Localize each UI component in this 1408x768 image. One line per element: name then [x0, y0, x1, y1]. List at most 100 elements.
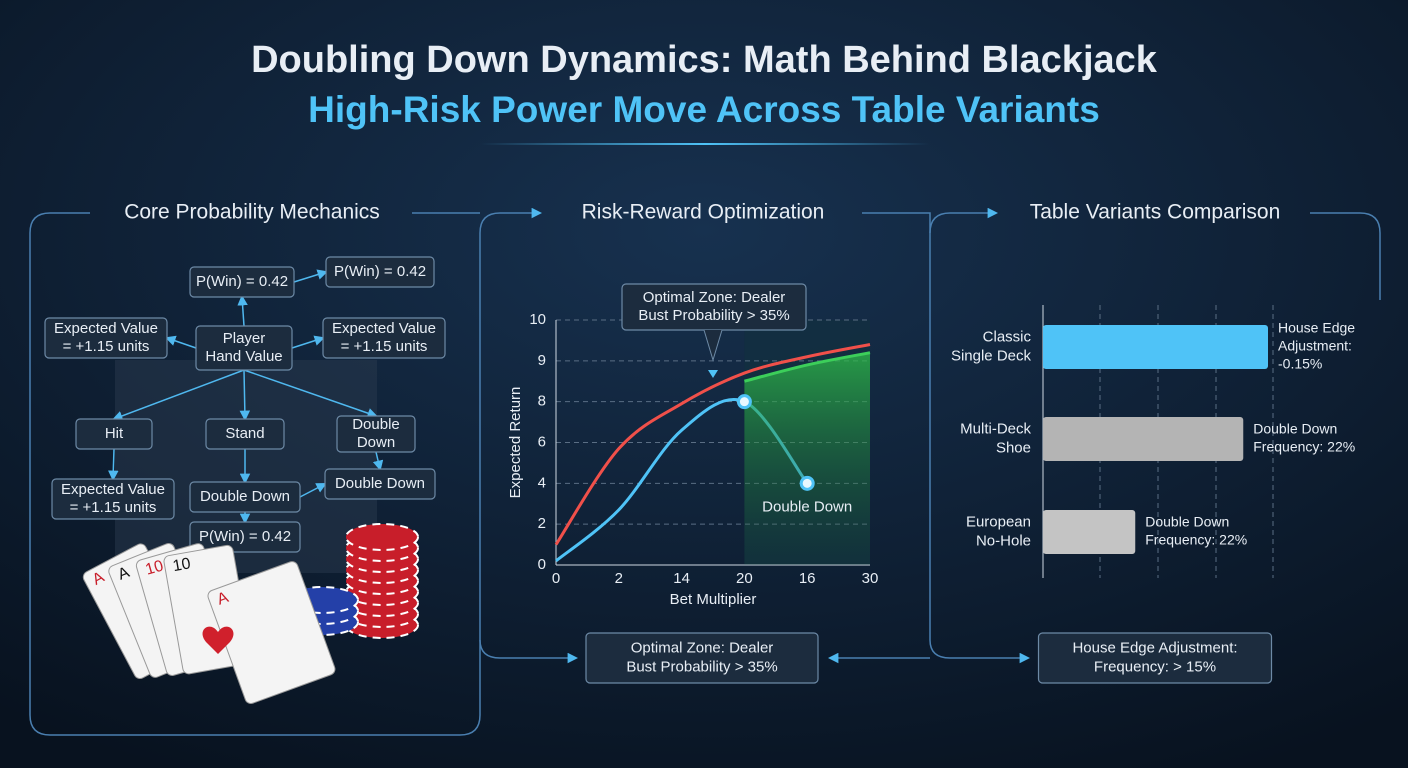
chip	[345, 523, 419, 551]
flow-node	[205, 418, 285, 450]
flow-node-label: Expected Value	[332, 320, 436, 337]
flow-node	[325, 256, 435, 288]
title: Doubling Down Dynamics: Math Behind Blac…	[251, 39, 1158, 81]
card: A	[207, 561, 336, 704]
flow-node-label: = +1.15 units	[70, 499, 157, 516]
flow-node	[51, 478, 175, 520]
category-label: Classic	[983, 328, 1032, 345]
footer-boxes: Optimal Zone: Dealer Bust Probability > 3…	[585, 632, 1273, 684]
category-label: Single Deck	[951, 347, 1032, 364]
callout-text: Optimal Zone: Dealer	[643, 289, 786, 306]
flow-edge	[237, 294, 248, 327]
bar-annotation: Double Down	[1253, 421, 1337, 437]
flow-node	[324, 468, 436, 500]
y-tick-label: 8	[538, 393, 546, 410]
x-tick-label: 2	[615, 570, 623, 587]
footer-text: Frequency: > 15%	[1094, 658, 1216, 675]
flow-node-label: Down	[357, 434, 395, 451]
bar-annotation: Frequency: 22%	[1145, 532, 1247, 548]
flow-edge	[243, 369, 378, 419]
y-tick-label: 0	[538, 556, 546, 573]
flow-node	[189, 266, 295, 298]
bar-annotation: House Edge	[1278, 320, 1355, 336]
flow-node-label: Expected Value	[54, 320, 158, 337]
x-tick-label: 0	[552, 570, 560, 587]
series-line	[554, 343, 871, 546]
footer-text: House Edge Adjustment:	[1072, 639, 1237, 656]
flow-node-label: = +1.15 units	[63, 338, 150, 355]
flow-edge	[112, 369, 245, 421]
bar	[1043, 510, 1136, 554]
flow-edge	[291, 335, 325, 349]
category-label: Multi-Deck	[960, 420, 1031, 437]
flow-node-label: P(Win) = 0.42	[334, 263, 426, 280]
card-rank: 10	[144, 558, 166, 579]
flow-edge	[239, 369, 251, 422]
flow-node	[336, 415, 416, 453]
callout-tip	[708, 370, 718, 378]
flow-node	[322, 317, 446, 359]
cards: A A 10 10A	[82, 543, 336, 704]
bar-chart: Classic Single Deck House Edge Adjustment: -…	[951, 305, 1355, 578]
x-tick-label: 14	[673, 570, 690, 587]
flow-edge	[299, 483, 327, 498]
flow-node-label: Player	[223, 330, 266, 347]
flow-node-label: = +1.15 units	[341, 338, 428, 355]
y-tick-label: 4	[538, 474, 546, 491]
bar	[1043, 325, 1268, 369]
y-tick-label: 9	[538, 352, 546, 369]
flow-node	[189, 481, 301, 513]
point-label: Double Down	[762, 498, 852, 515]
flow-node-label: Expected Value	[61, 481, 165, 498]
flow-node	[189, 521, 301, 553]
x-axis-label: Bet Multiplier	[670, 591, 757, 608]
series-line	[744, 351, 871, 383]
y-tick-label: 10	[529, 311, 546, 328]
panel-title: Core Probability Mechanics	[124, 201, 380, 224]
point	[736, 394, 752, 410]
bar-annotation: Frequency: 22%	[1253, 439, 1355, 455]
panel-title: Risk-Reward Optimization	[582, 201, 825, 224]
flow-node-label: P(Win) = 0.42	[196, 273, 288, 290]
bar-annotation: -0.15%	[1278, 356, 1322, 372]
callout-pointer	[703, 329, 723, 362]
title-glow	[480, 143, 930, 145]
card-rank: 10	[171, 555, 192, 575]
flow-edge	[293, 269, 329, 283]
footer-text: Bust Probability > 35%	[626, 658, 777, 675]
bar-annotation: Adjustment:	[1278, 338, 1352, 354]
point	[799, 475, 815, 491]
x-tick-label: 16	[799, 570, 816, 587]
y-tick-label: 6	[538, 433, 546, 450]
flow-node-label: Hand Value	[205, 348, 282, 365]
flow-node-label: P(Win) = 0.42	[199, 528, 291, 545]
bar	[1043, 417, 1244, 461]
x-tick-label: 20	[736, 570, 753, 587]
flow-node	[195, 325, 293, 371]
heart	[202, 626, 234, 654]
panel-frames	[29, 207, 1381, 736]
flow-edge	[165, 335, 197, 349]
flow-node-label: Double Down	[200, 488, 290, 505]
y-tick-label: 2	[538, 515, 546, 532]
subtitle: High-Risk Power Move Across Table Varian…	[308, 89, 1100, 130]
category-label: Shoe	[996, 439, 1031, 456]
footer-text: Optimal Zone: Dealer	[631, 639, 774, 656]
zone-area	[744, 352, 870, 565]
flow-edge	[108, 448, 119, 482]
x-tick-label: 30	[862, 570, 879, 587]
category-label: European	[966, 513, 1031, 530]
flow-edge	[372, 451, 384, 472]
footer-box	[1037, 632, 1273, 684]
flow-node	[44, 317, 168, 359]
card-face	[207, 561, 336, 704]
y-axis-label: Expected Return	[507, 387, 524, 499]
callout-text: Bust Probability > 35%	[638, 307, 789, 324]
flow-node-label: Double Down	[335, 475, 425, 492]
flowchart: P(Win) = 0.42 P(Win) = 0.42 Expected Value…	[44, 256, 446, 553]
flow-node-label: Double	[352, 416, 400, 433]
flow-node	[75, 418, 153, 450]
line-chart: 0 2 4 6 8 9 10 0 2 14 20 16 30 Bet Multiplier Expected…	[507, 283, 879, 608]
footer-box	[585, 632, 819, 684]
